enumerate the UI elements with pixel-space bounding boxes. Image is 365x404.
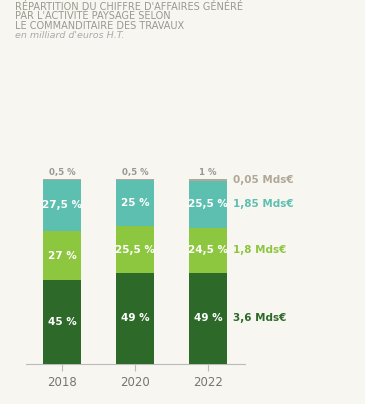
Bar (116, 273, 154, 364)
Text: 49 %: 49 % (194, 314, 222, 323)
Text: 24,5 %: 24,5 % (188, 246, 228, 255)
Bar (189, 181, 227, 228)
Bar (189, 228, 227, 273)
Text: 49 %: 49 % (121, 314, 149, 323)
Text: 25 %: 25 % (121, 198, 149, 208)
Text: 25,5 %: 25,5 % (115, 244, 155, 255)
Text: 27,5 %: 27,5 % (42, 200, 82, 210)
Text: 1,85 Mds€: 1,85 Mds€ (233, 199, 293, 209)
Text: LE COMMANDITAIRE DES TRAVAUX: LE COMMANDITAIRE DES TRAVAUX (15, 21, 184, 31)
Text: 45 %: 45 % (48, 317, 76, 327)
Bar (43, 231, 81, 280)
Text: en milliard d'euros H.T.: en milliard d'euros H.T. (15, 31, 124, 40)
Bar (189, 273, 227, 364)
Text: 25,5 %: 25,5 % (188, 199, 228, 209)
Text: 0,5 %: 0,5 % (49, 168, 75, 177)
Text: 1,8 Mds€: 1,8 Mds€ (233, 246, 286, 255)
Bar (189, 179, 227, 181)
Bar (116, 179, 154, 180)
Text: 1 %: 1 % (199, 168, 217, 177)
Text: 0,05 Mds€: 0,05 Mds€ (233, 175, 293, 185)
Bar (116, 180, 154, 226)
Text: RÉPARTITION DU CHIFFRE D'AFFAIRES GÉNÉRÉ: RÉPARTITION DU CHIFFRE D'AFFAIRES GÉNÉRÉ (15, 2, 243, 12)
Text: 3,6 Mds€: 3,6 Mds€ (233, 314, 286, 323)
Bar (43, 180, 81, 231)
Text: 0,5 %: 0,5 % (122, 168, 148, 177)
Text: PAR L'ACTIVITÉ PAYSAGE SELON: PAR L'ACTIVITÉ PAYSAGE SELON (15, 11, 170, 21)
Bar (43, 179, 81, 180)
Bar (116, 226, 154, 273)
Bar (43, 280, 81, 364)
Text: 27 %: 27 % (48, 250, 76, 261)
